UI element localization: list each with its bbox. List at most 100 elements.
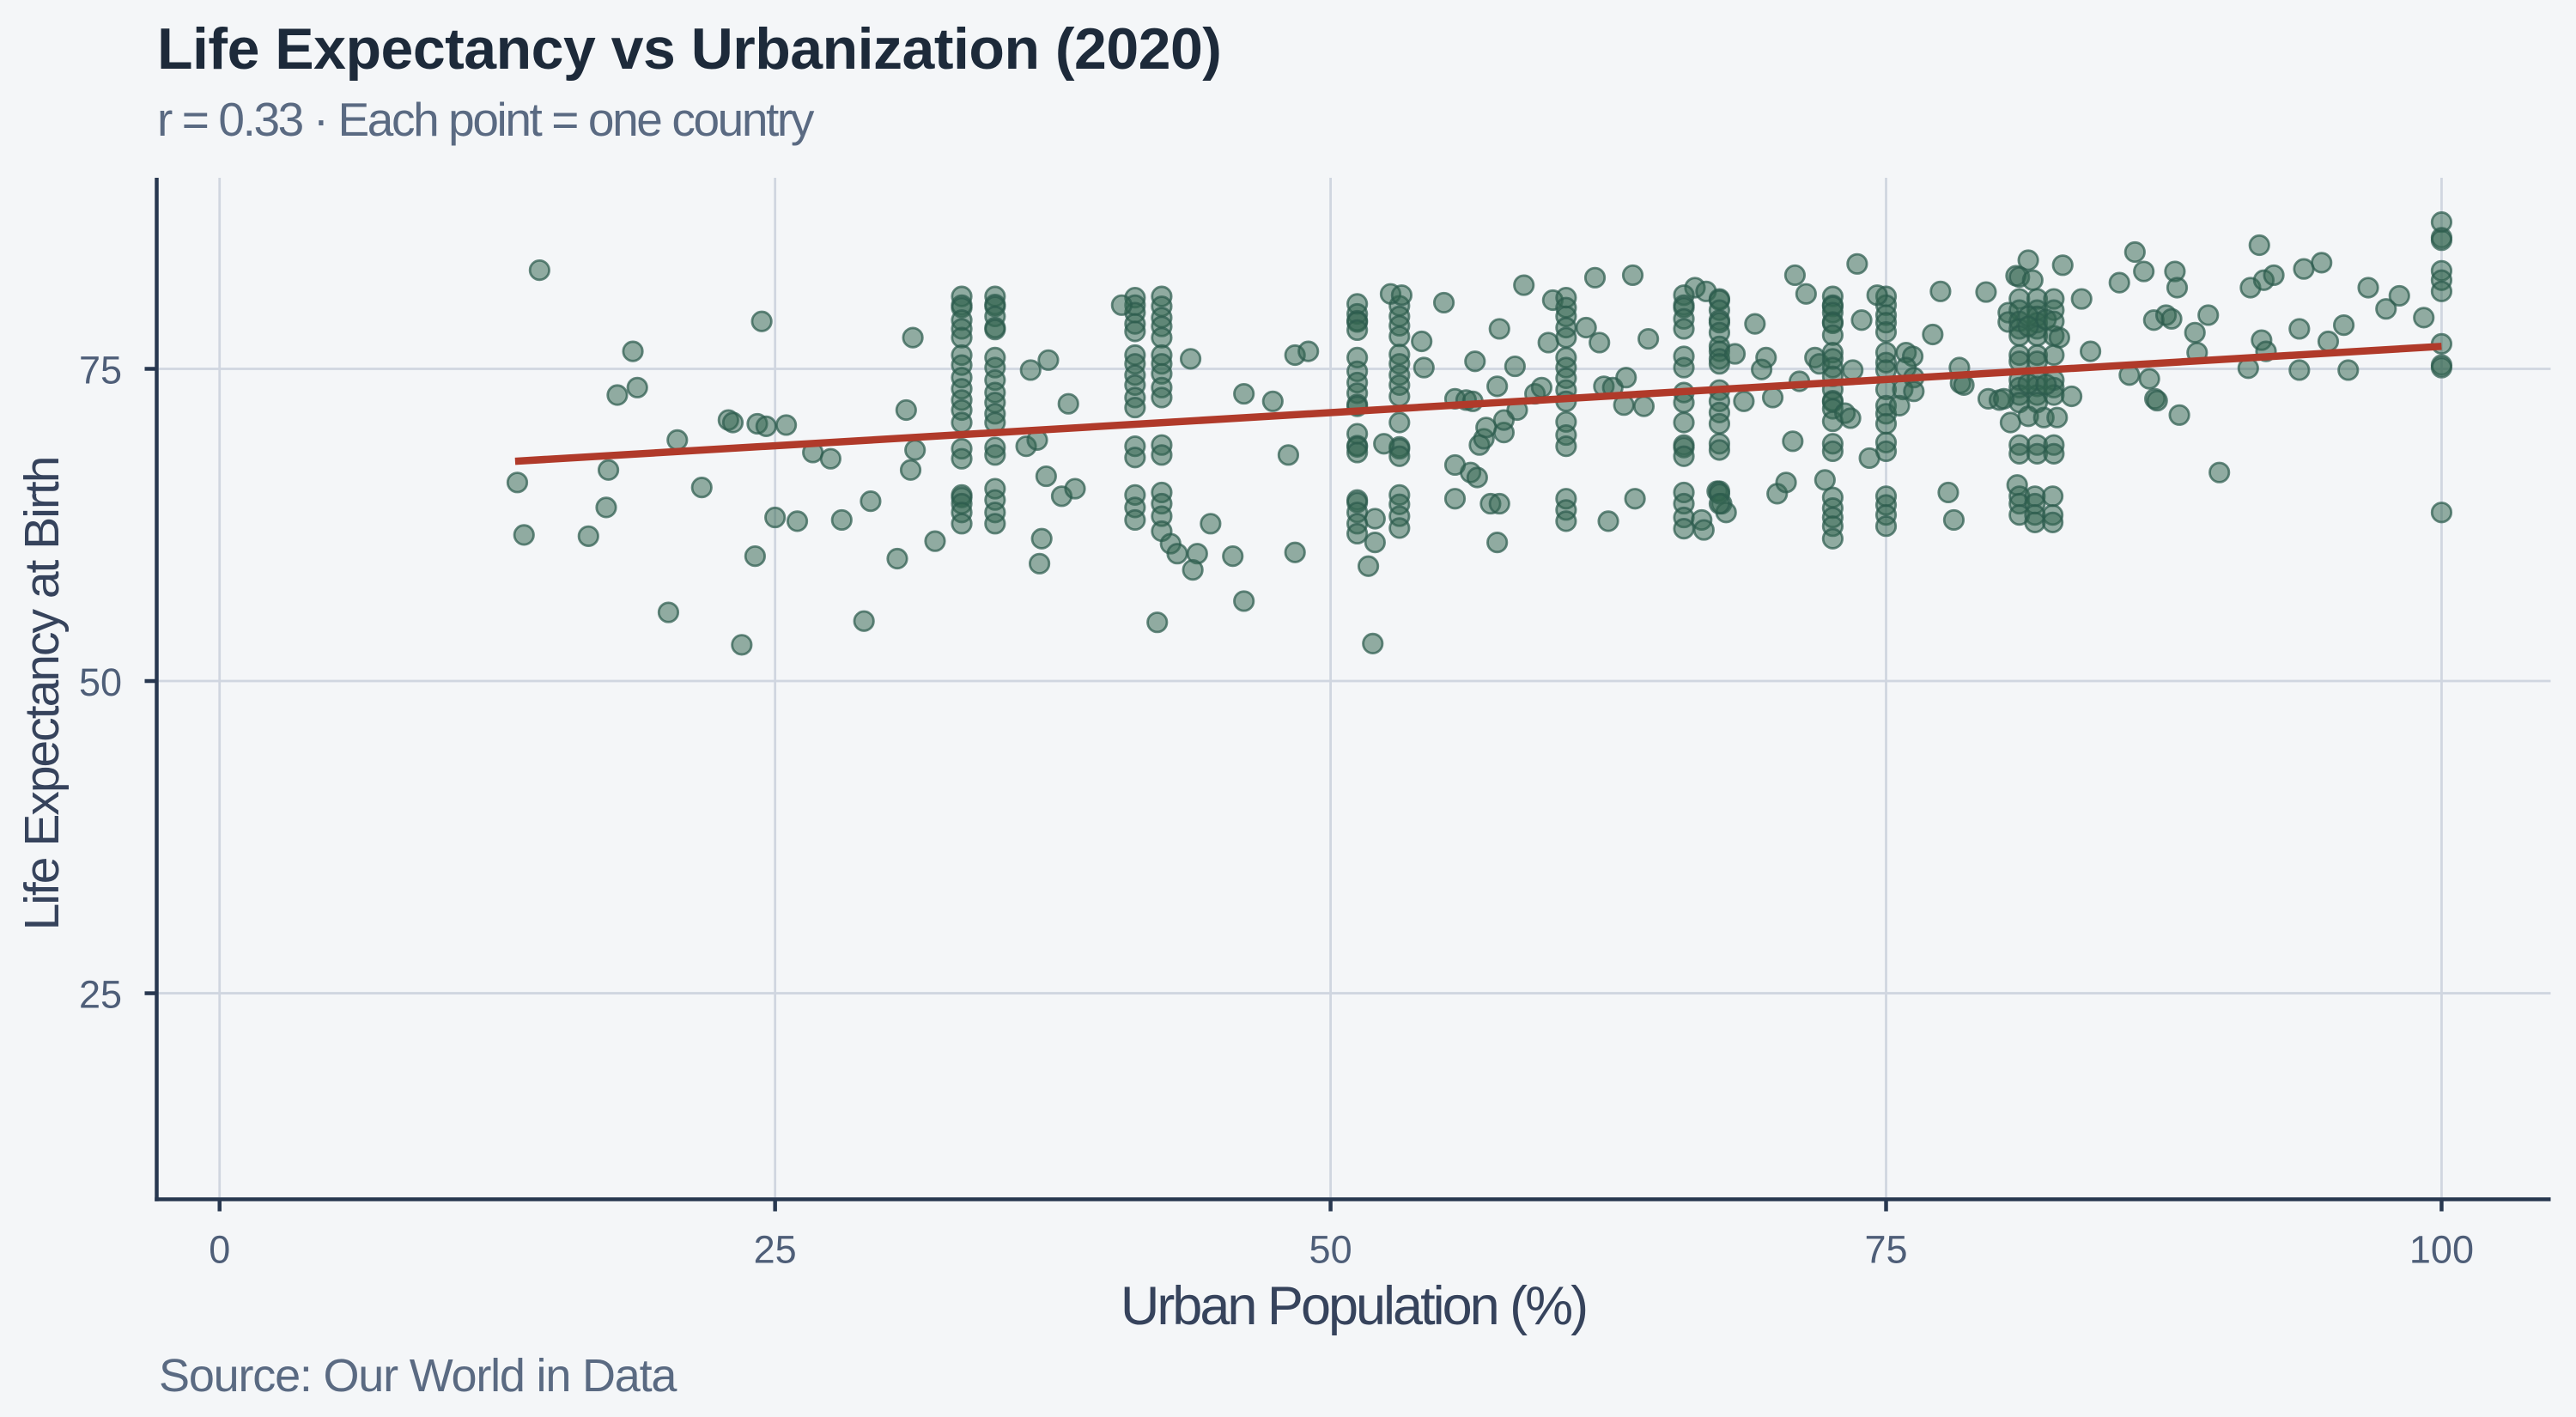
data-point (1555, 435, 1577, 458)
data-point (2413, 307, 2435, 329)
data-point (895, 398, 917, 422)
data-point (2430, 280, 2453, 302)
data-point (577, 525, 599, 547)
data-point (744, 545, 766, 568)
data-point (1388, 325, 1411, 348)
data-point (1751, 358, 1773, 380)
data-point (1179, 348, 1202, 370)
axes (144, 178, 2551, 1212)
data-point (1233, 382, 1255, 405)
data-point (2021, 269, 2044, 291)
data-point (1555, 326, 1577, 349)
data-point (1028, 552, 1051, 575)
data-point (1942, 508, 1965, 532)
data-point (2041, 485, 2064, 508)
data-point (1624, 488, 1646, 510)
data-point (1475, 417, 1498, 439)
data-point (1346, 441, 1369, 464)
data-point (1583, 266, 1607, 289)
data-point (1124, 396, 1146, 419)
data-point (1364, 532, 1386, 554)
data-point (1874, 515, 1898, 538)
x-tick-label-50: 50 (1309, 1228, 1352, 1272)
y-axis-title: Life Expectancy at Birth (15, 458, 70, 931)
data-point (1993, 387, 2015, 410)
source-note: Source: Our World in Data (159, 1350, 677, 1402)
data-point (2043, 442, 2065, 465)
y-tick-label-50: 50 (79, 660, 122, 704)
data-point (924, 530, 946, 552)
data-point (1888, 394, 1911, 417)
data-point (595, 496, 617, 519)
data-point (1110, 294, 1133, 316)
data-point (1632, 395, 1656, 417)
data-point (1975, 281, 1997, 303)
data-point (690, 477, 713, 499)
data-point (1929, 280, 1952, 302)
data-point (2060, 385, 2083, 408)
data-point (626, 376, 648, 398)
data-point (666, 429, 689, 451)
data-point (2288, 318, 2311, 340)
scatter-points (506, 211, 2453, 656)
data-point (1037, 349, 1060, 371)
data-point (1411, 330, 1433, 353)
data-point (1858, 447, 1880, 470)
data-point (1575, 316, 1597, 339)
tick-labels: 0 25 50 75 100 25 50 75 (79, 348, 2474, 1271)
data-point (2311, 252, 2333, 274)
data-point (830, 508, 853, 532)
data-point (1733, 390, 1755, 412)
data-point (1821, 527, 1844, 550)
data-point (1842, 359, 1864, 381)
data-point (2108, 271, 2130, 294)
data-point (2263, 264, 2285, 287)
data-point (1846, 252, 1868, 275)
data-point (1530, 376, 1553, 398)
data-point (2430, 502, 2453, 524)
chart-title: Life Expectancy vs Urbanization (2020) (157, 16, 1221, 82)
data-point (1388, 385, 1411, 408)
data-point (1388, 445, 1411, 467)
data-point (951, 447, 973, 470)
data-point (1708, 439, 1731, 461)
data-point (755, 415, 777, 437)
data-point (1723, 343, 1747, 365)
data-point (1443, 453, 1467, 477)
data-point (886, 547, 908, 570)
data-point (1124, 447, 1146, 469)
data-point (764, 506, 787, 529)
data-point (1030, 527, 1053, 550)
data-point (2337, 359, 2360, 381)
data-point (1874, 412, 1898, 435)
trend-line (514, 343, 2442, 465)
data-point (1492, 409, 1516, 431)
data-point (951, 513, 973, 535)
data-point (860, 490, 882, 513)
data-point (2138, 368, 2160, 390)
data-point (1761, 386, 1784, 409)
data-point (902, 326, 924, 349)
data-point (1151, 444, 1173, 466)
data-point (1261, 390, 1284, 412)
data-point (2168, 404, 2190, 426)
data-point (786, 510, 809, 532)
data-point (1744, 313, 1766, 335)
data-point (2035, 374, 2057, 396)
data-point (513, 524, 535, 546)
data-point (1151, 386, 1173, 409)
data-point (1486, 532, 1509, 554)
data-point (984, 513, 1006, 535)
data-point (1814, 469, 1836, 491)
data-point (1035, 465, 1057, 488)
data-point (904, 439, 927, 461)
data-point (2166, 277, 2189, 299)
data-point (2197, 304, 2220, 326)
data-point (2024, 511, 2046, 533)
x-tick-label-100: 100 (2409, 1228, 2474, 1272)
data-point (1937, 481, 1959, 504)
data-point (1357, 555, 1380, 577)
data-point (657, 601, 680, 623)
